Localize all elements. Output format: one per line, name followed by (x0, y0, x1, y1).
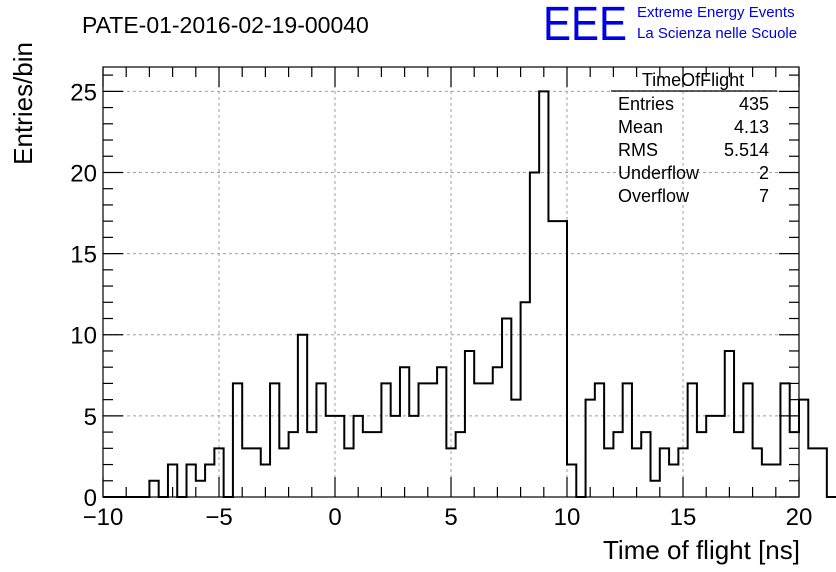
stats-row-value: 2 (759, 163, 769, 183)
x-tick-label: 0 (328, 504, 341, 531)
y-tick-label: 0 (84, 485, 97, 512)
x-tick-label: −10 (83, 504, 124, 531)
stats-row-label: RMS (618, 140, 658, 160)
stats-row-label: Entries (618, 94, 674, 114)
chart-title: PATE-01-2016-02-19-00040 (82, 12, 369, 38)
y-tick-label: 20 (70, 160, 97, 187)
y-tick-label: 25 (70, 79, 97, 106)
axis-tick-labels: −10 −5 0 5 10 15 20 0 5 10 15 20 25 (70, 79, 812, 531)
x-tick-label: −5 (205, 504, 232, 531)
plot-frame (102, 66, 800, 498)
y-tick-label: 5 (84, 404, 97, 431)
eee-logo-line1: Extreme Energy Events (637, 4, 795, 21)
stats-box: TimeOfFlight Entries 435 Mean 4.13 RMS 5.514 U… (611, 70, 777, 206)
x-tick-label: 5 (444, 504, 457, 531)
stats-box-title: TimeOfFlight (642, 70, 744, 90)
eee-logo: EEE Extreme Energy Events La Scienza nel… (543, 0, 797, 51)
histogram-outline (103, 90, 836, 498)
stats-row-value: 4.13 (734, 117, 769, 137)
y-axis-label: Entries/bin (8, 42, 38, 165)
x-tick-label: 10 (554, 504, 581, 531)
stats-row-label: Mean (618, 117, 663, 137)
x-tick-label: 20 (786, 504, 813, 531)
eee-logo-line2: La Scienza nelle Scuole (637, 25, 797, 42)
eee-logo-mark: EEE (543, 0, 627, 51)
stats-box-rows: Entries 435 Mean 4.13 RMS 5.514 Underflow 2 Over… (618, 94, 769, 206)
stats-row-label: Overflow (618, 186, 690, 206)
x-tick-label: 15 (670, 504, 697, 531)
grid-lines (103, 67, 799, 497)
y-tick-label: 10 (70, 323, 97, 350)
stats-row-value: 435 (739, 94, 769, 114)
axis-ticks (102, 67, 800, 498)
x-axis-label: Time of flight [ns] (603, 535, 800, 565)
stats-row-value: 7 (759, 186, 769, 206)
y-tick-label: 15 (70, 242, 97, 269)
stats-row-value: 5.514 (724, 140, 769, 160)
stats-row-label: Underflow (618, 163, 700, 183)
histogram-bars (103, 90, 836, 498)
